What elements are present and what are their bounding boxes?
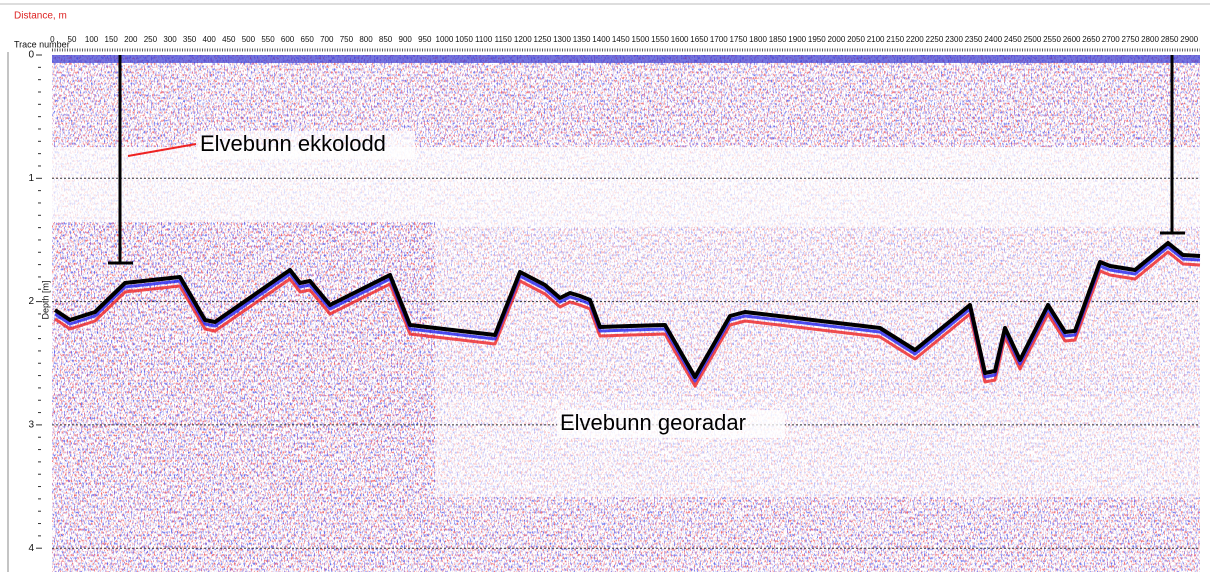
distance-tick-label: 250 xyxy=(144,35,158,44)
distance-tick-label: 1250 xyxy=(534,35,552,44)
distance-tick-label: 950 xyxy=(418,35,432,44)
distance-tick-label: 1100 xyxy=(475,35,493,44)
distance-tick-label: 300 xyxy=(163,35,177,44)
distance-tick-label: 2750 xyxy=(1122,35,1140,44)
distance-tick-label: 450 xyxy=(222,35,236,44)
distance-tick-label: 50 xyxy=(68,35,77,44)
distance-tick-label: 2500 xyxy=(1024,35,1042,44)
distance-tick-label: 600 xyxy=(281,35,295,44)
depth-label: Depth [m] xyxy=(40,280,50,319)
distance-tick-label: 700 xyxy=(320,35,334,44)
surface-band xyxy=(52,55,1200,63)
distance-tick-label: 2850 xyxy=(1161,35,1179,44)
distance-tick-label: 100 xyxy=(85,35,99,44)
distance-tick-label: 800 xyxy=(359,35,373,44)
noise-low xyxy=(435,397,1200,497)
depth-tick-label: 0 xyxy=(28,50,34,61)
distance-tick-label: 400 xyxy=(203,35,217,44)
distance-tick-label: 150 xyxy=(105,35,119,44)
distance-tick-label: 2250 xyxy=(926,35,944,44)
noise-left xyxy=(52,222,435,572)
annotation-echo: Elvebunn ekkolodd xyxy=(200,131,386,156)
distance-tick-label: 500 xyxy=(242,35,256,44)
distance-tick-label: 200 xyxy=(124,35,138,44)
distance-tick-label: 2000 xyxy=(828,35,846,44)
distance-tick-label: 2900 xyxy=(1180,35,1198,44)
distance-tick-label: 2100 xyxy=(867,35,885,44)
distance-tick-label: 650 xyxy=(301,35,315,44)
distance-tick-label: 1150 xyxy=(495,35,513,44)
distance-tick-label: 2700 xyxy=(1102,35,1120,44)
depth-tick-label: 2 xyxy=(28,296,34,307)
distance-tick-label: 2550 xyxy=(1043,35,1061,44)
noise-bottom xyxy=(435,497,1200,572)
distance-tick-label: 1800 xyxy=(749,35,767,44)
distance-tick-label: 1950 xyxy=(808,35,826,44)
distance-tick-label: 1050 xyxy=(455,35,473,44)
distance-tick-label: 1400 xyxy=(592,35,610,44)
distance-tick-label: 2450 xyxy=(1004,35,1022,44)
distance-tick-label: 2650 xyxy=(1082,35,1100,44)
distance-tick-label: 1550 xyxy=(651,35,669,44)
depth-tick-label: 1 xyxy=(28,173,34,184)
distance-tick-label: 1200 xyxy=(514,35,532,44)
distance-label: Distance, m xyxy=(14,11,67,22)
distance-tick-label: 1500 xyxy=(632,35,650,44)
distance-tick-label: 0 xyxy=(50,35,55,44)
distance-tick-label: 900 xyxy=(399,35,413,44)
distance-tick-label: 1650 xyxy=(690,35,708,44)
distance-tick-label: 2050 xyxy=(847,35,865,44)
distance-tick-label: 550 xyxy=(261,35,275,44)
annotation-gpr: Elvebunn georadar xyxy=(560,410,746,435)
distance-tick-label: 2350 xyxy=(965,35,983,44)
distance-tick-label: 2400 xyxy=(984,35,1002,44)
distance-tick-label: 850 xyxy=(379,35,393,44)
distance-tick-label: 1700 xyxy=(710,35,728,44)
depth-tick-label: 4 xyxy=(28,543,34,554)
distance-tick-label: 2200 xyxy=(906,35,924,44)
distance-tick-label: 2150 xyxy=(886,35,904,44)
distance-tick-label: 1750 xyxy=(730,35,748,44)
distance-tick-label: 750 xyxy=(340,35,354,44)
distance-tick-label: 1600 xyxy=(671,35,689,44)
distance-tick-label: 1300 xyxy=(553,35,571,44)
distance-tick-label: 350 xyxy=(183,35,197,44)
radargram-screen: Distance, m Trace number 050100150200250… xyxy=(0,0,1210,572)
trace-label: Trace number xyxy=(14,39,70,49)
distance-tick-label: 1850 xyxy=(769,35,787,44)
distance-tick-label: 1450 xyxy=(612,35,630,44)
distance-tick-label: 2600 xyxy=(1063,35,1081,44)
distance-tick-label: 2300 xyxy=(945,35,963,44)
distance-tick-label: 1900 xyxy=(788,35,806,44)
distance-tick-label: 1350 xyxy=(573,35,591,44)
distance-tick-label: 2800 xyxy=(1141,35,1159,44)
distance-tick-label: 1000 xyxy=(436,35,454,44)
depth-tick-label: 3 xyxy=(28,420,34,431)
